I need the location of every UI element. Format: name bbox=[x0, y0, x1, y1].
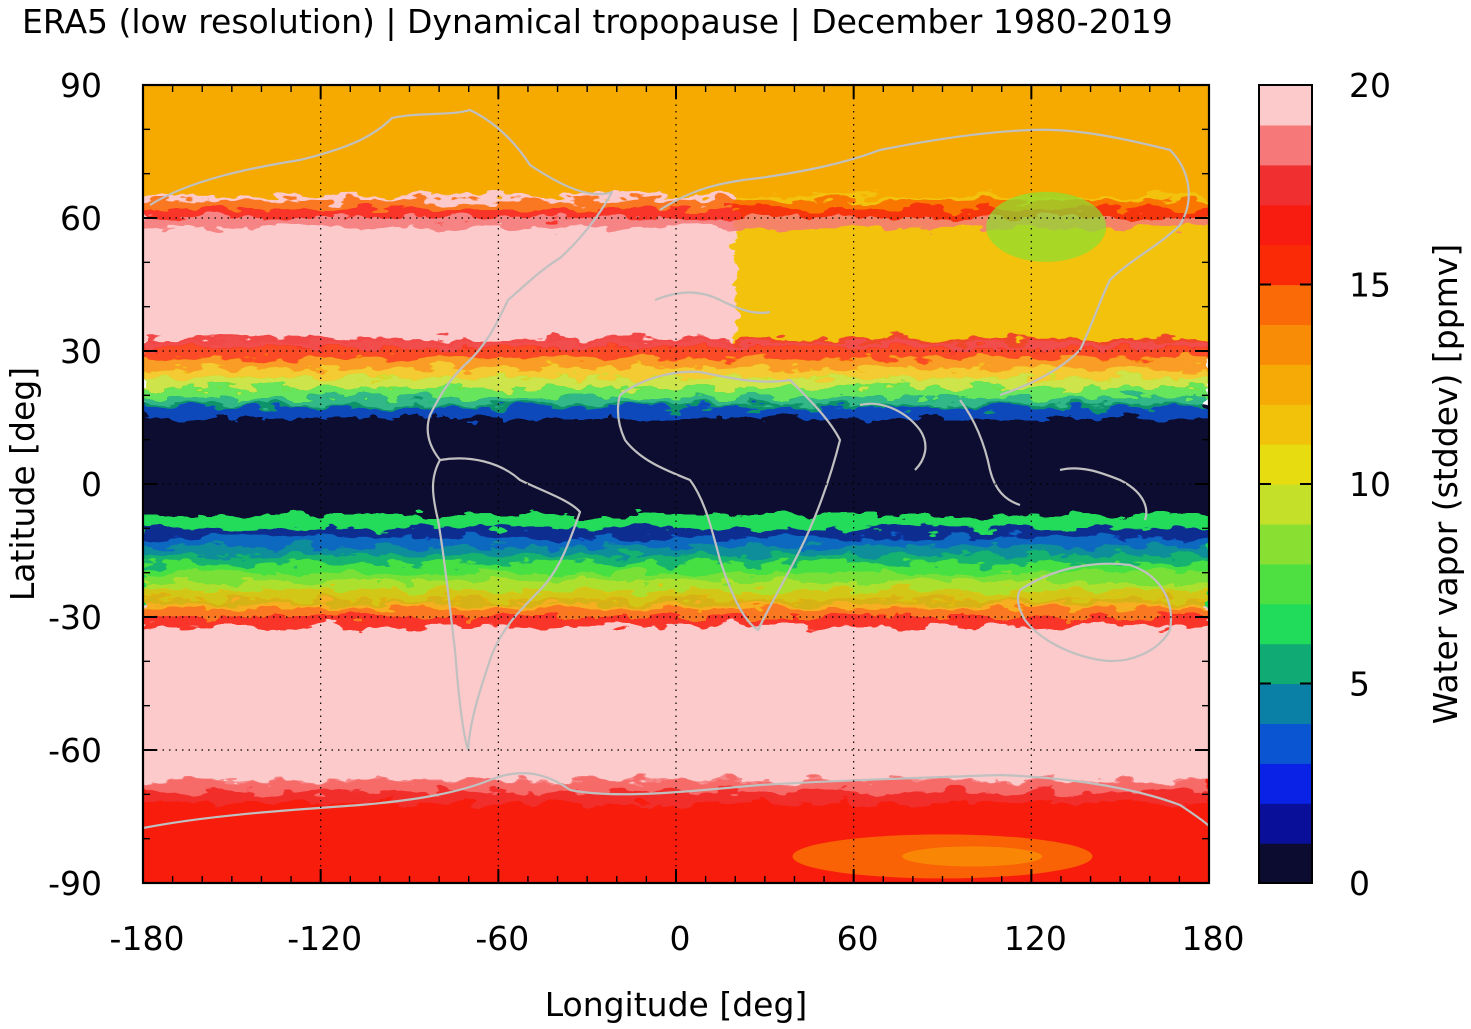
x-axis-label: Longitude [deg] bbox=[545, 985, 808, 1024]
heatmap-zone bbox=[143, 528, 1209, 538]
colorbar-swatch bbox=[1259, 284, 1312, 325]
x-tick-label: -120 bbox=[287, 919, 362, 958]
colorbar-swatch bbox=[1259, 563, 1312, 605]
colorbar-swatch bbox=[1259, 85, 1312, 126]
y-tick-label: 0 bbox=[81, 465, 102, 504]
colorbar-tick-label: 20 bbox=[1349, 66, 1391, 105]
colorbar-swatch bbox=[1259, 164, 1312, 206]
x-tick-label: -180 bbox=[110, 919, 185, 958]
colorbar-swatch bbox=[1259, 324, 1312, 365]
heatmap-zone bbox=[143, 357, 1209, 369]
colorbar bbox=[1259, 85, 1312, 884]
y-tick-label: 30 bbox=[60, 332, 102, 371]
heatmap-zone bbox=[143, 590, 1209, 600]
heatmap-zone bbox=[143, 563, 1209, 574]
heatmap-zone bbox=[143, 603, 1209, 786]
y-tick-label: 60 bbox=[60, 199, 102, 238]
coastline-overlay bbox=[143, 108, 1209, 830]
heatmap-zone bbox=[143, 209, 1209, 219]
colorbar-swatch bbox=[1259, 763, 1312, 804]
colorbar-swatch bbox=[1259, 523, 1312, 565]
y-tick-label: -30 bbox=[48, 598, 102, 637]
chart-title: ERA5 (low resolution) | Dynamical tropop… bbox=[22, 2, 1173, 41]
colorbar-tick-label: 15 bbox=[1349, 266, 1391, 305]
x-tick-label: 180 bbox=[1182, 919, 1245, 958]
colorbar-swatch bbox=[1259, 124, 1312, 166]
colorbar-swatch bbox=[1259, 484, 1312, 525]
x-tick-label: 120 bbox=[1004, 919, 1067, 958]
colorbar-swatch bbox=[1259, 204, 1312, 246]
heatmap-zone bbox=[143, 387, 1209, 399]
heatmap-zone bbox=[143, 337, 1209, 349]
heatmap-zone bbox=[902, 846, 1043, 867]
colorbar-tick-labels: 0 5 10 15 20 bbox=[1349, 66, 1391, 903]
heatmap-zone bbox=[143, 599, 1209, 609]
heatmap-zone bbox=[143, 617, 1209, 627]
heatmap-zone bbox=[143, 377, 1209, 389]
colorbar-tick-label: 5 bbox=[1349, 665, 1370, 704]
y-tick-label: -90 bbox=[48, 864, 102, 903]
heatmap-zone bbox=[143, 791, 1209, 804]
colorbar-label: Water vapor (stddev) [ppmv] bbox=[1426, 244, 1465, 724]
colorbar-swatch bbox=[1259, 643, 1312, 685]
grid-lines bbox=[143, 85, 1209, 883]
colorbar-swatch bbox=[1259, 364, 1312, 405]
colorbar-swatch bbox=[1259, 803, 1312, 844]
heatmap-zone bbox=[143, 397, 1209, 409]
heatmap-zone bbox=[143, 572, 1209, 583]
colorbar-swatch bbox=[1259, 603, 1312, 645]
colorbar-swatch bbox=[1259, 444, 1312, 485]
colorbar-swatch bbox=[1259, 244, 1312, 286]
x-tick-label: 60 bbox=[837, 919, 879, 958]
heatmap-zone bbox=[143, 779, 1209, 792]
x-tick-label: 0 bbox=[670, 919, 691, 958]
colorbar-swatch bbox=[1259, 843, 1312, 884]
y-tick-label: -60 bbox=[48, 731, 102, 770]
colorbar-swatch bbox=[1259, 723, 1312, 764]
colorbar-tick-label: 0 bbox=[1349, 864, 1370, 903]
colorbar-swatch bbox=[1259, 683, 1312, 724]
y-axis-label: Latitude [deg] bbox=[3, 367, 42, 601]
heatmap-zone bbox=[986, 191, 1107, 262]
colorbar-tick-label: 10 bbox=[1349, 465, 1391, 504]
x-tick-labels: -180 -120 -60 0 60 120 180 bbox=[110, 919, 1245, 958]
heatmap-zone bbox=[143, 407, 1209, 418]
heatmap-zone bbox=[143, 200, 1209, 210]
heatmap-zone bbox=[143, 537, 1209, 547]
heatmap-zone bbox=[143, 546, 1209, 556]
y-tick-label: 90 bbox=[60, 66, 102, 105]
colorbar-swatch bbox=[1259, 404, 1312, 445]
y-tick-labels: 90 60 30 0 -30 -60 -90 bbox=[48, 66, 102, 903]
x-tick-label: -60 bbox=[475, 919, 529, 958]
